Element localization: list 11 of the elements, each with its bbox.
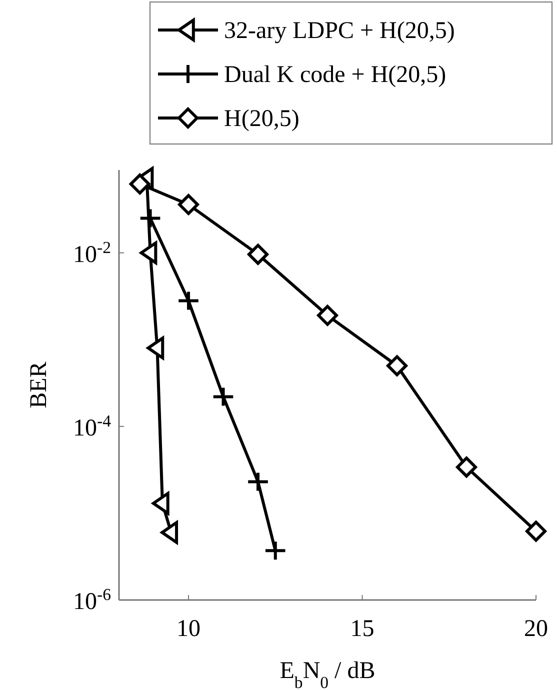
- x-tick-label: 10: [176, 616, 200, 642]
- y-axis-title: BER: [26, 362, 52, 408]
- legend-label: 32-ary LDPC + H(20,5): [224, 18, 455, 44]
- x-tick-label: 20: [524, 616, 548, 642]
- y-tick-label: 10$^{-4}$: [73, 410, 112, 442]
- x-tick-label: 15: [350, 616, 374, 642]
- x-axis-title: E$_{b}$N$_{0}$ / dB: [280, 658, 376, 690]
- legend-label: H(20,5): [224, 106, 300, 132]
- y-tick-label: 10$^{-6}$: [73, 584, 111, 615]
- legend-label: Dual K code + H(20,5): [224, 62, 446, 88]
- y-tick-label: 10$^{-2}$: [73, 237, 111, 268]
